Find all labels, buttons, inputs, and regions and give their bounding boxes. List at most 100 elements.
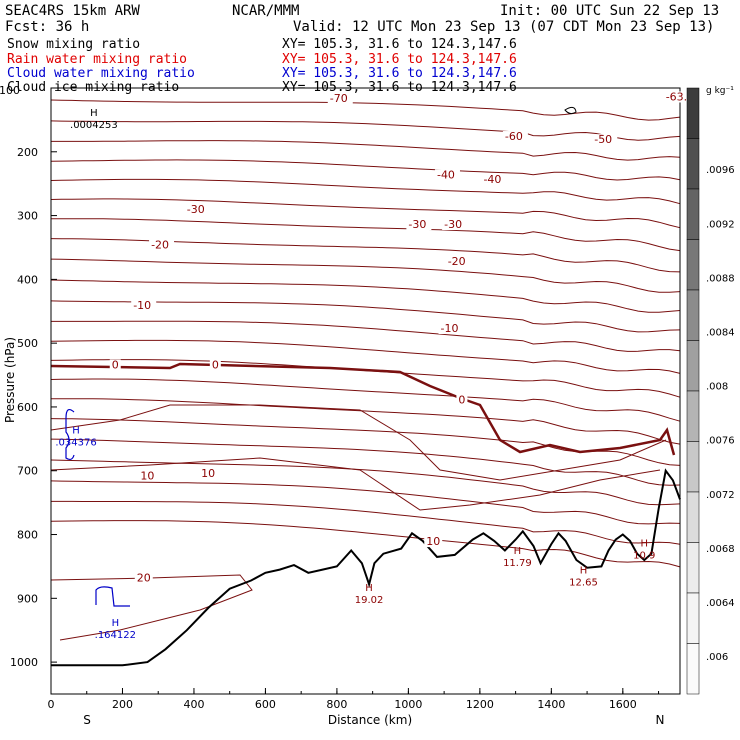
isotherm — [50, 279, 681, 313]
extremum-value: .0004253 — [70, 120, 118, 131]
contour-label: 10 — [201, 467, 215, 480]
contour-label: 10 — [426, 535, 440, 548]
contour-label: -20 — [151, 238, 169, 251]
contour-label-bg — [456, 394, 468, 406]
contour-label: -30 — [408, 218, 426, 231]
temperature-contours — [50, 99, 681, 641]
endpoint-south: S — [83, 713, 91, 727]
y-tick-label: 300 — [17, 210, 38, 223]
contour-label-bg — [481, 173, 507, 185]
y-tick-top: 100 — [0, 84, 20, 97]
colorbar-swatch — [686, 239, 700, 291]
contour-label-bg — [438, 323, 464, 335]
colorbar-swatch — [686, 87, 700, 139]
extrema-markers: H.0004253H.034376H.164122H19.02H11.79H12… — [55, 108, 655, 641]
extremum-value: .164122 — [95, 630, 136, 641]
contour-label-bg — [502, 131, 528, 143]
contour-label: -50 — [594, 133, 612, 146]
x-tick-label: 1200 — [466, 698, 494, 711]
contour-label: -30 — [187, 203, 205, 216]
field-snow-name: Snow mixing ratio — [7, 37, 141, 52]
isotherm — [50, 574, 253, 641]
colorbar-label: .006 — [706, 652, 728, 663]
x-tick-label: 200 — [112, 698, 133, 711]
colorbar: .0096 .0092 .0088 .0084 .008 .0076 .0072 .0068.… — [686, 87, 735, 695]
contour-label: -40 — [437, 168, 455, 181]
freezing-level-isotherm — [50, 362, 676, 456]
colorbar-swatch — [686, 289, 700, 341]
colorbar-unit: g kg⁻¹ — [706, 86, 734, 96]
contour-label: -40 — [483, 173, 501, 186]
colorbar-label: .0076 — [706, 436, 735, 447]
colorbar-swatch — [686, 491, 700, 543]
x-tick-label: 600 — [255, 698, 276, 711]
isotherm — [50, 459, 681, 506]
extremum-symbol: H — [365, 583, 373, 594]
valid-time: Valid: 12 UTC Mon 23 Sep 13 (07 CDT Mon … — [293, 19, 715, 35]
contour-label-bg — [424, 536, 443, 548]
isotherm — [50, 457, 661, 511]
colorbar-swatch — [686, 340, 700, 392]
colorbar-label: .0096 — [706, 165, 735, 176]
contour-label-bg — [131, 300, 157, 312]
colorbar-label: .0084 — [706, 327, 735, 338]
contour-label-bg — [184, 203, 210, 215]
isotherm — [50, 178, 681, 205]
contour-label-bg — [327, 92, 353, 104]
contour-label-bg — [138, 470, 157, 482]
isotherm — [50, 480, 681, 525]
endpoint-north: N — [656, 713, 665, 727]
model-title: SEAC4RS 15km ARW — [5, 3, 140, 19]
isotherm — [50, 99, 681, 121]
contour-label-bg — [445, 256, 471, 268]
contour-label-bg — [149, 239, 175, 251]
colorbar-swatch — [686, 592, 700, 644]
extremum-symbol: H — [514, 546, 522, 557]
cloud-water-contour — [65, 408, 75, 461]
colorbar-label: .008 — [706, 382, 728, 393]
isotherm — [51, 500, 681, 545]
colorbar-swatch — [686, 643, 700, 695]
extremum-value: 19.02 — [355, 595, 384, 606]
contour-label: 10 — [140, 469, 154, 482]
terrain-profile — [51, 468, 681, 667]
contour-label: -70 — [330, 92, 348, 105]
extremum-symbol: H — [640, 538, 648, 549]
contour-label-bg — [442, 219, 468, 231]
field-rain-xy: XY= 105.3, 31.6 to 124.3,147.6 — [282, 52, 517, 67]
plot-frame — [50, 87, 681, 695]
contour-label-bg — [209, 359, 221, 371]
isotherm — [51, 140, 681, 161]
field-snow-xy: XY= 105.3, 31.6 to 124.3,147.6 — [282, 37, 517, 52]
organization-label: NCAR/MMM — [232, 3, 300, 19]
isotherm — [50, 159, 681, 181]
extremum-symbol: H — [90, 108, 98, 119]
cloud-ice-contour — [564, 106, 577, 115]
contour-label-bg — [406, 219, 432, 231]
contour-label-bg — [663, 91, 703, 103]
isotherm — [50, 378, 681, 422]
init-time: Init: 00 UTC Sun 22 Sep 13 — [500, 3, 720, 19]
extremum-symbol: H — [72, 426, 80, 437]
contour-label: -20 — [448, 255, 466, 268]
isotherm — [50, 258, 681, 293]
contour-label: -30 — [444, 218, 462, 231]
contour-label: 0 — [458, 393, 465, 406]
colorbar-label: .0064 — [706, 598, 735, 609]
contour-label-bg — [134, 572, 153, 584]
contour-label: -10 — [133, 299, 151, 312]
x-tick-label: 1400 — [537, 698, 565, 711]
isotherm — [50, 438, 681, 486]
extremum-value: 11.79 — [503, 558, 532, 569]
y-tick-label: 1000 — [10, 656, 38, 669]
y-tick-label: 900 — [17, 592, 38, 605]
colorbar-swatch — [686, 188, 700, 240]
cloud-water-contours — [65, 106, 577, 607]
colorbar-swatch — [686, 138, 700, 190]
field-cloud-water-xy: XY= 105.3, 31.6 to 124.3,147.6 — [282, 66, 517, 81]
isotherm — [50, 398, 681, 445]
contour-label: 0 — [112, 358, 119, 371]
isotherm — [50, 120, 681, 141]
isotherm — [51, 320, 681, 352]
x-tick-label: 0 — [48, 698, 55, 711]
